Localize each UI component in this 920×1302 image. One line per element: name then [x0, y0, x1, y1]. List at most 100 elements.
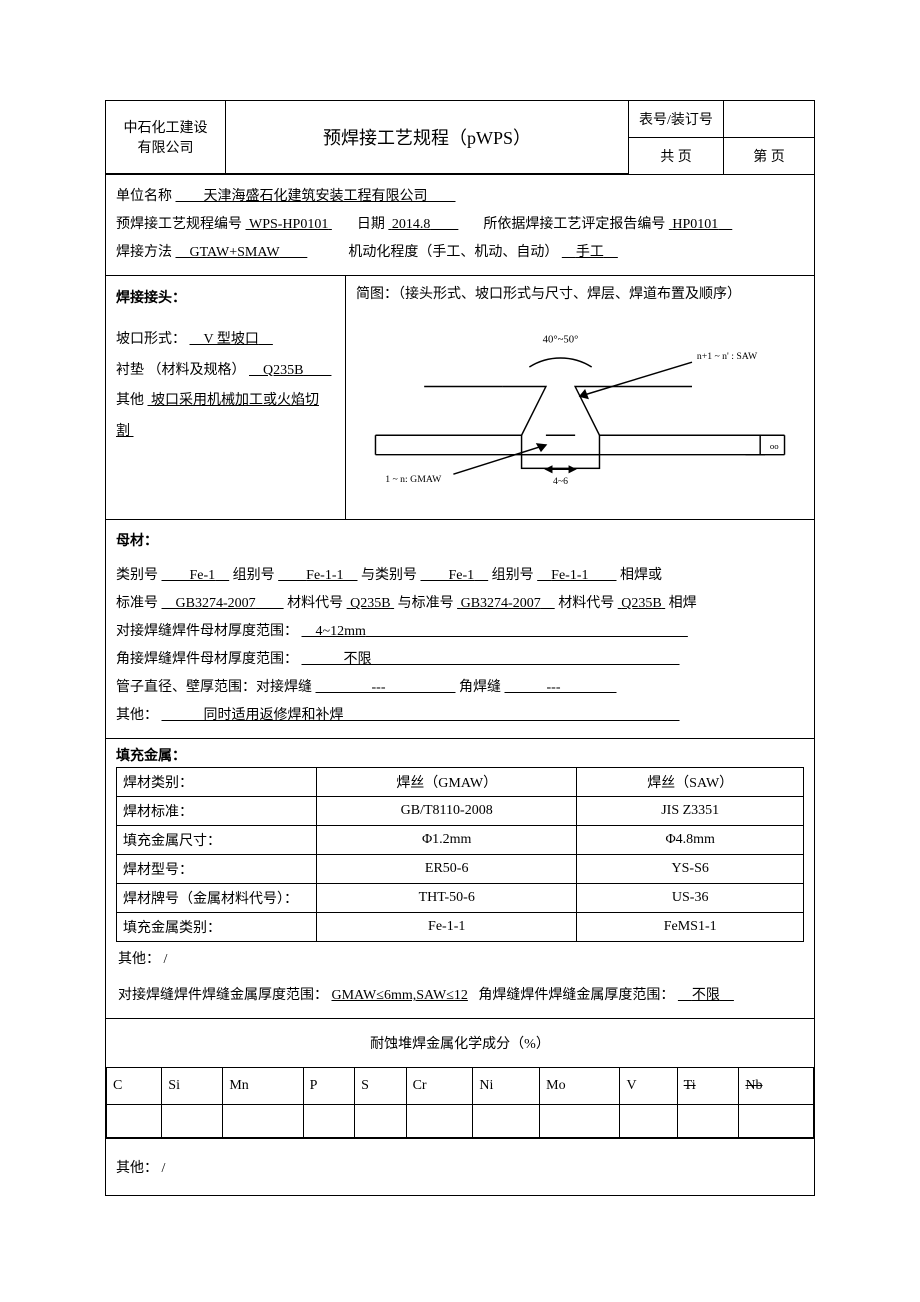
- date-value: 2014.8: [388, 217, 458, 232]
- and-std: 与标准号: [398, 596, 454, 611]
- filler-other: /: [164, 952, 168, 967]
- filler-title: 填充金属：: [116, 745, 804, 765]
- basic-section: 单位名称 天津海盛石化建筑安装工程有限公司 预焊接工艺规程编号 WPS-HP01…: [106, 174, 814, 275]
- filler-row-cell: FeMS1-1: [577, 913, 804, 942]
- pipe-label: 管子直径、壁厚范围：对接焊缝: [116, 680, 312, 695]
- base-tail1: 相焊或: [620, 568, 662, 583]
- chem-value: [303, 1105, 354, 1138]
- matcode-label: 材料代号: [287, 596, 343, 611]
- mat2: Q235B: [621, 596, 661, 611]
- mat1: Q235B: [350, 596, 390, 611]
- butt-thk-label: 对接焊缝焊件母材厚度范围：: [116, 624, 298, 639]
- unit-value: 天津海盛石化建筑安装工程有限公司: [176, 189, 456, 204]
- chem-table: CSiMnPSCrNiMoVTiNb: [106, 1067, 814, 1138]
- base-title: 母材：: [116, 528, 804, 556]
- filler-row-cell: Φ4.8mm: [577, 826, 804, 855]
- chem-value: [677, 1105, 739, 1138]
- filler-row-cell: 焊丝（SAW）: [577, 768, 804, 797]
- chem-header: S: [355, 1068, 406, 1105]
- chem-header: C: [107, 1068, 162, 1105]
- grp-label2: 组别号: [492, 568, 534, 583]
- chem-header: V: [620, 1068, 677, 1105]
- total-pages: 共 页: [629, 138, 724, 174]
- chem-header: Cr: [406, 1068, 473, 1105]
- joint-title: 焊接接头：: [116, 284, 335, 315]
- filler-frange: 不限: [692, 988, 720, 1003]
- base-section: 母材： 类别号 Fe-1 组别号 Fe-1-1 与类别号 Fe-1 组别号 Fe…: [106, 519, 814, 738]
- filler-row-cell: GB/T8110-2008: [317, 797, 577, 826]
- chem-value: [162, 1105, 223, 1138]
- auto-label: 机动化程度（手工、机动、自动）: [348, 245, 558, 260]
- std1: GB3274-2007: [176, 596, 256, 611]
- filler-other-label: 其他：: [118, 952, 160, 967]
- diagram-left-note: 1 ~ n: GMAW: [385, 474, 442, 485]
- diagram-angle: 40°~50°: [543, 334, 579, 346]
- chem-value: [406, 1105, 473, 1138]
- std2: GB3274-2007: [461, 596, 541, 611]
- pipe-fillet-label: 角焊缝: [459, 680, 501, 695]
- chem-other-label: 其他：: [116, 1161, 158, 1176]
- chem-other: /: [162, 1161, 166, 1176]
- butt-thk: 4~12mm: [316, 624, 366, 639]
- form-no-label: 表号/装订号: [629, 101, 724, 138]
- chem-value: [355, 1105, 406, 1138]
- base-other-label: 其他：: [116, 708, 158, 723]
- and-label: 与类别号: [361, 568, 417, 583]
- base-tail2: 相焊: [669, 596, 697, 611]
- filler-row-label: 焊材标准：: [117, 797, 317, 826]
- wps-no-label: 预焊接工艺规程编号: [116, 217, 242, 232]
- filler-row-label: 焊材牌号（金属材料代号）：: [117, 884, 317, 913]
- chem-value: [739, 1105, 814, 1138]
- chem-header: Nb: [739, 1068, 814, 1105]
- form-no: [724, 101, 814, 138]
- pqr-value: HP0101: [669, 217, 732, 232]
- backing-label: 衬垫 （材料及规格）: [116, 363, 246, 378]
- date-label: 日期: [357, 217, 385, 232]
- filler-row-cell: YS-S6: [577, 855, 804, 884]
- chem-value: [223, 1105, 303, 1138]
- cat1: Fe-1: [190, 568, 216, 583]
- diagram-oo: oo: [770, 441, 779, 451]
- groove-value: V 型坡口: [190, 332, 273, 347]
- fillet-thk: 不限: [344, 652, 372, 667]
- filler-section: 填充金属： 焊材类别：焊丝（GMAW）焊丝（SAW）焊材标准：GB/T8110-…: [106, 738, 814, 1018]
- filler-row-cell: Fe-1-1: [317, 913, 577, 942]
- filler-row-label: 填充金属类别：: [117, 913, 317, 942]
- chem-title: 耐蚀堆焊金属化学成分（%）: [106, 1019, 814, 1067]
- joint-other-value: 坡口采用机械加工或火焰切割: [116, 393, 319, 439]
- filler-row-cell: Φ1.2mm: [317, 826, 577, 855]
- chem-value: [620, 1105, 677, 1138]
- grp2: Fe-1-1: [551, 568, 588, 583]
- base-other: 同时适用返修焊和补焊: [204, 708, 344, 723]
- pqr-label: 所依据焊接工艺评定报告编号: [483, 217, 665, 232]
- filler-row-cell: US-36: [577, 884, 804, 913]
- filler-row-cell: ER50-6: [317, 855, 577, 884]
- std-label: 标准号: [116, 596, 158, 611]
- pipe-butt: ---: [372, 680, 386, 695]
- filler-row-cell: JIS Z3351: [577, 797, 804, 826]
- page-no: 第 页: [724, 138, 814, 174]
- diagram-right-note: n+1 ~ n' : SAW: [697, 352, 758, 363]
- filler-row-label: 焊材型号：: [117, 855, 317, 884]
- chem-header: Ti: [677, 1068, 739, 1105]
- cat-label: 类别号: [116, 568, 158, 583]
- chem-header: Mo: [540, 1068, 620, 1105]
- filler-table: 焊材类别：焊丝（GMAW）焊丝（SAW）焊材标准：GB/T8110-2008JI…: [116, 767, 804, 942]
- joint-other-label: 其他: [116, 393, 144, 408]
- chem-header: Ni: [473, 1068, 540, 1105]
- matcode-label2: 材料代号: [558, 596, 614, 611]
- doc-title: 预焊接工艺规程（pWPS）: [226, 101, 629, 174]
- fillet-thk-label: 角接焊缝焊件母材厚度范围：: [116, 652, 298, 667]
- chem-value: [473, 1105, 540, 1138]
- filler-frange-label: 角焊缝焊件焊缝金属厚度范围：: [478, 988, 674, 1003]
- method-value: GTAW+SMAW: [176, 245, 308, 260]
- filler-row-label: 填充金属尺寸：: [117, 826, 317, 855]
- chem-header: Mn: [223, 1068, 303, 1105]
- chem-header: P: [303, 1068, 354, 1105]
- filler-row-cell: 焊丝（GMAW）: [317, 768, 577, 797]
- groove-label: 坡口形式：: [116, 332, 186, 347]
- company-cell: 中石化工建设 有限公司: [106, 101, 226, 174]
- backing-value: Q235B: [249, 363, 331, 378]
- chem-value: [540, 1105, 620, 1138]
- unit-label: 单位名称: [116, 189, 172, 204]
